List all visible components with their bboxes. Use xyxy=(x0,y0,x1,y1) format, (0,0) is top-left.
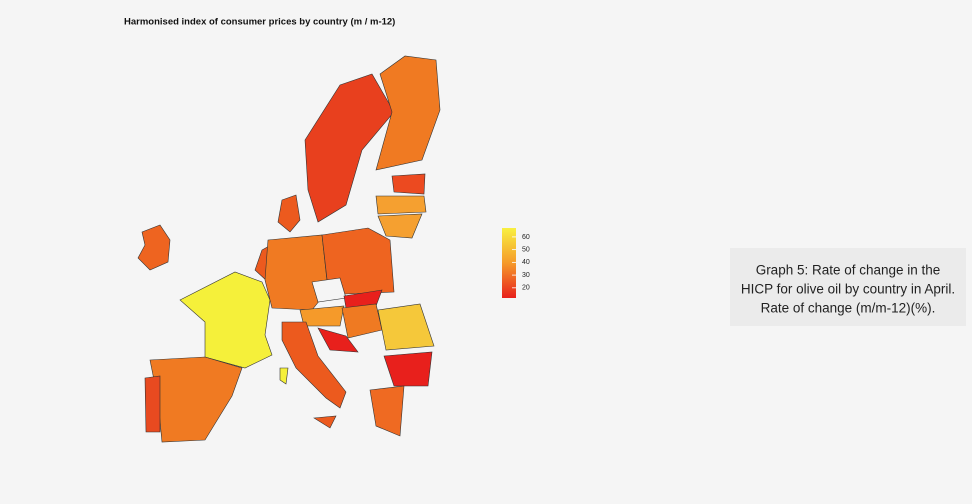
legend: 60 50 40 30 20 xyxy=(512,234,530,292)
map xyxy=(137,55,441,443)
country xyxy=(391,173,426,195)
country xyxy=(383,351,433,387)
legend-tick-label: 60 xyxy=(522,234,530,241)
legend-tick-label: 50 xyxy=(522,246,530,253)
map-title: Harmonised index of consumer prices by c… xyxy=(124,17,395,28)
legend-colorbar xyxy=(502,228,516,298)
country xyxy=(375,195,427,215)
country xyxy=(375,55,441,171)
country xyxy=(317,327,359,353)
country xyxy=(137,224,171,271)
country xyxy=(377,303,435,351)
legend-tick-label: 20 xyxy=(522,285,530,292)
country xyxy=(304,73,395,223)
caption-line: Rate of change (m/m-12)(%). xyxy=(761,301,936,316)
country xyxy=(281,321,347,409)
country xyxy=(179,271,273,369)
country xyxy=(311,277,347,303)
country xyxy=(279,367,289,385)
country xyxy=(144,375,161,433)
country xyxy=(369,385,405,437)
caption-line: HICP for olive oil by country in April. xyxy=(741,282,955,297)
legend-tick-label: 40 xyxy=(522,259,530,266)
caption-line: Graph 5: Rate of change in the xyxy=(756,263,941,278)
legend-tick-label: 30 xyxy=(522,272,530,279)
country xyxy=(313,415,337,429)
country xyxy=(377,213,423,239)
country xyxy=(299,305,345,327)
caption-box xyxy=(730,248,966,326)
country xyxy=(277,194,301,233)
